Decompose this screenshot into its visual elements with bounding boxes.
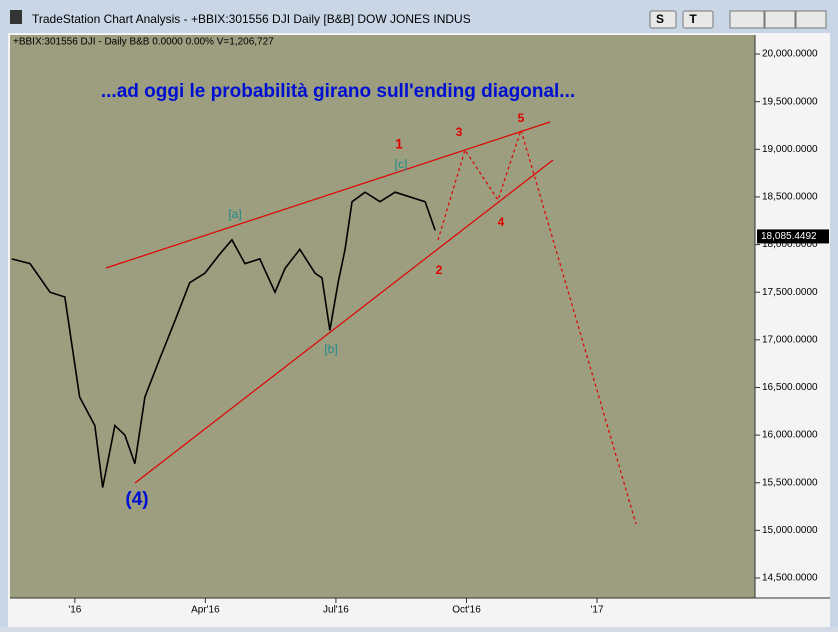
y-tick-label: 20,000.0000: [762, 49, 818, 60]
window-title: TradeStation Chart Analysis - +BBIX:3015…: [32, 12, 471, 26]
x-tick-label: Jul'16: [323, 605, 349, 616]
x-tick-label: '17: [591, 605, 604, 616]
y-tick-label: 15,000.0000: [762, 525, 818, 536]
y-tick-label: 17,500.0000: [762, 287, 818, 298]
tools-button-label: T: [689, 12, 697, 26]
y-tick-label: 16,500.0000: [762, 382, 818, 393]
minimize-button[interactable]: [729, 10, 765, 29]
upper-trendline: [105, 121, 551, 269]
maximize-button[interactable]: [764, 10, 796, 29]
chart-header: +BBIX:301556 DJI - Daily B&B 0.0000 0.00…: [13, 37, 274, 48]
close-button[interactable]: [795, 10, 827, 29]
style-button[interactable]: [649, 10, 677, 29]
wave-label: 5: [518, 111, 525, 125]
last-price-label: 18,085.4492: [761, 231, 817, 242]
y-tick-label: 17,000.0000: [762, 334, 818, 345]
tools-button[interactable]: [682, 10, 714, 29]
x-tick-label: Oct'16: [452, 605, 481, 616]
wave-label: 1: [395, 136, 403, 152]
y-tick-label: 19,000.0000: [762, 144, 818, 155]
wave-label: (4): [125, 489, 148, 510]
x-tick-label: '16: [68, 605, 81, 616]
wave-label: [c]: [395, 157, 408, 171]
price-line: [11, 191, 436, 488]
lower-trendline: [134, 159, 554, 484]
last-price-marker: [757, 229, 829, 244]
wave-label: [b]: [324, 342, 337, 356]
wave-label: [a]: [228, 207, 241, 221]
wave-projection: [437, 127, 637, 525]
wave-label: 2: [436, 263, 443, 277]
app-icon: [10, 10, 22, 24]
y-tick-label: 16,000.0000: [762, 430, 818, 441]
y-tick-label: 19,500.0000: [762, 96, 818, 107]
style-button-label: S: [656, 12, 664, 26]
y-tick-label: 18,500.0000: [762, 192, 818, 203]
y-tick-label: 15,500.0000: [762, 477, 818, 488]
plot-area: [10, 35, 755, 598]
wave-label: 4: [498, 215, 505, 229]
wave-label: 3: [456, 125, 463, 139]
x-tick-label: Apr'16: [191, 605, 220, 616]
y-tick-label: 18,000.0000: [762, 239, 818, 250]
y-tick-label: 14,500.0000: [762, 573, 818, 584]
chart-title: ...ad oggi le probabilità girano sull'en…: [101, 81, 575, 102]
